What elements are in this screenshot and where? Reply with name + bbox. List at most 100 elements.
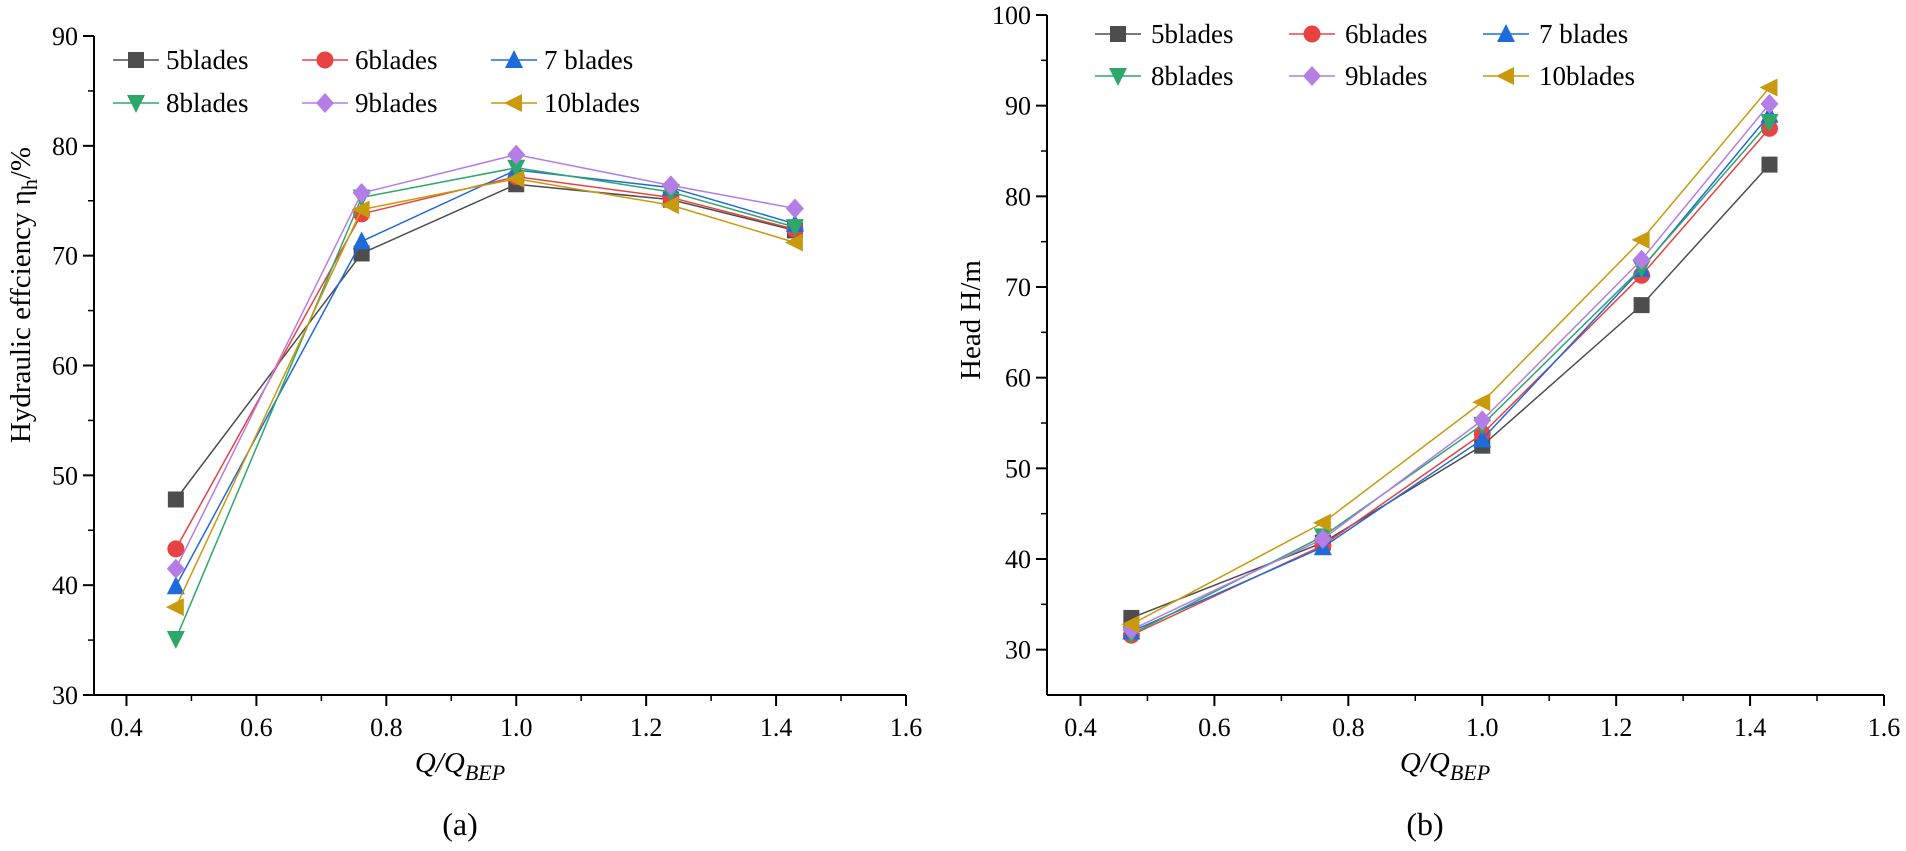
data-point (1759, 78, 1778, 97)
y-tick-label: 30 (52, 681, 78, 710)
data-point (166, 630, 185, 649)
legend-label: 8blades (166, 88, 248, 118)
data-point (352, 183, 371, 204)
y-tick-label: 70 (1005, 273, 1031, 302)
series-line (1131, 164, 1771, 619)
x-tick-label: 1.6 (1868, 713, 1901, 742)
series-line (175, 169, 796, 587)
y-tick-label: 40 (1005, 545, 1031, 574)
y-axis-label: Head H/m (955, 260, 987, 380)
x-axis-label: Q/QBEP (1400, 747, 1490, 785)
legend-marker (1303, 66, 1321, 86)
legend-marker (316, 51, 334, 69)
x-tick-label: 1.4 (1734, 713, 1767, 742)
legend-label: 7 blades (1539, 19, 1628, 49)
series-line (175, 175, 796, 550)
panel-label: (a) (442, 806, 478, 842)
series-line (1131, 127, 1771, 636)
x-tick-label: 0.6 (1198, 713, 1231, 742)
series-line (1131, 121, 1771, 635)
data-point (1472, 393, 1491, 412)
x-tick-label: 0.8 (370, 713, 403, 742)
legend-label: 7 blades (544, 45, 633, 75)
series-line (1131, 87, 1771, 625)
x-tick-label: 1.0 (500, 713, 533, 742)
legend-marker (504, 94, 522, 112)
data-point (1631, 230, 1650, 249)
data-point (166, 576, 185, 595)
data-point (351, 200, 370, 219)
y-tick-label: 70 (52, 242, 78, 271)
legend-marker (128, 52, 144, 68)
legend-label: 9blades (1345, 61, 1427, 91)
data-point (785, 198, 804, 219)
data-point (165, 598, 184, 617)
data-point (1121, 615, 1140, 634)
legend-label: 9blades (355, 88, 437, 118)
y-axis-label: Hydraulic effciency ηh/% (5, 147, 42, 443)
legend-label: 8blades (1151, 61, 1233, 91)
y-tick-label: 100 (992, 1, 1031, 30)
panel-label: (b) (1406, 806, 1443, 842)
y-tick-label: 90 (1005, 92, 1031, 121)
x-tick-label: 0.4 (110, 713, 143, 742)
y-tick-label: 60 (1005, 364, 1031, 393)
y-tick-label: 40 (52, 571, 78, 600)
legend-label: 6blades (1345, 19, 1427, 49)
data-point (166, 558, 185, 579)
data-point (1313, 529, 1332, 550)
legend-marker (1303, 25, 1321, 43)
y-tick-label: 50 (1005, 454, 1031, 483)
legend-marker (316, 93, 334, 113)
data-point (167, 540, 185, 558)
panel-b: 0.4 0.6 0.8 1.0 1.2 1.4 1.6 30 40 50 60 70 80 90 100 5b… (955, 1, 1900, 842)
y-tick-label: 60 (52, 352, 78, 381)
data-point (167, 491, 184, 508)
x-tick-label: 1.2 (1600, 713, 1633, 742)
data-point (506, 169, 525, 188)
data-point (784, 233, 803, 252)
x-tick-label: 0.4 (1064, 713, 1097, 742)
y-tick-label: 80 (1005, 182, 1031, 211)
x-tick-label: 1.0 (1466, 713, 1499, 742)
legend-marker (1496, 67, 1514, 85)
x-tick-label: 1.6 (890, 713, 923, 742)
data-point (660, 196, 679, 215)
x-tick-label: 0.6 (240, 713, 273, 742)
data-point (1312, 513, 1331, 532)
panel-a: 0.4 0.6 0.8 1.0 1.2 1.4 1.6 30 40 50 60 70 80 90 5blad… (5, 22, 922, 842)
data-point (1473, 410, 1492, 431)
data-point (1632, 249, 1651, 270)
data-point (1633, 297, 1650, 314)
data-point (352, 231, 371, 250)
data-point (1760, 93, 1779, 114)
series-line (1131, 103, 1771, 631)
data-point (507, 144, 526, 165)
data-point (661, 175, 680, 196)
legend-marker (1497, 24, 1515, 42)
legend-label: 5blades (166, 45, 248, 75)
legend-marker (127, 95, 145, 113)
data-point (785, 219, 804, 238)
series-line (175, 178, 796, 608)
x-tick-label: 1.2 (630, 713, 663, 742)
x-tick-label: 0.8 (1332, 713, 1365, 742)
x-tick-label: 1.4 (760, 713, 793, 742)
data-point (1760, 113, 1779, 132)
series-line (175, 183, 796, 500)
series-line (175, 167, 796, 640)
legend-label: 10blades (1539, 61, 1635, 91)
data-point (1473, 429, 1492, 448)
y-tick-label: 90 (52, 22, 78, 51)
y-tick-label: 30 (1005, 636, 1031, 665)
x-axis-label: Q/QBEP (415, 747, 505, 785)
legend-marker (505, 50, 523, 68)
legend-label: 10blades (544, 88, 640, 118)
legend-marker (1109, 68, 1127, 86)
legend-label: 6blades (355, 45, 437, 75)
legend-label: 5blades (1151, 19, 1233, 49)
data-point (507, 159, 526, 178)
y-tick-label: 50 (52, 461, 78, 490)
y-tick-label: 80 (52, 132, 78, 161)
